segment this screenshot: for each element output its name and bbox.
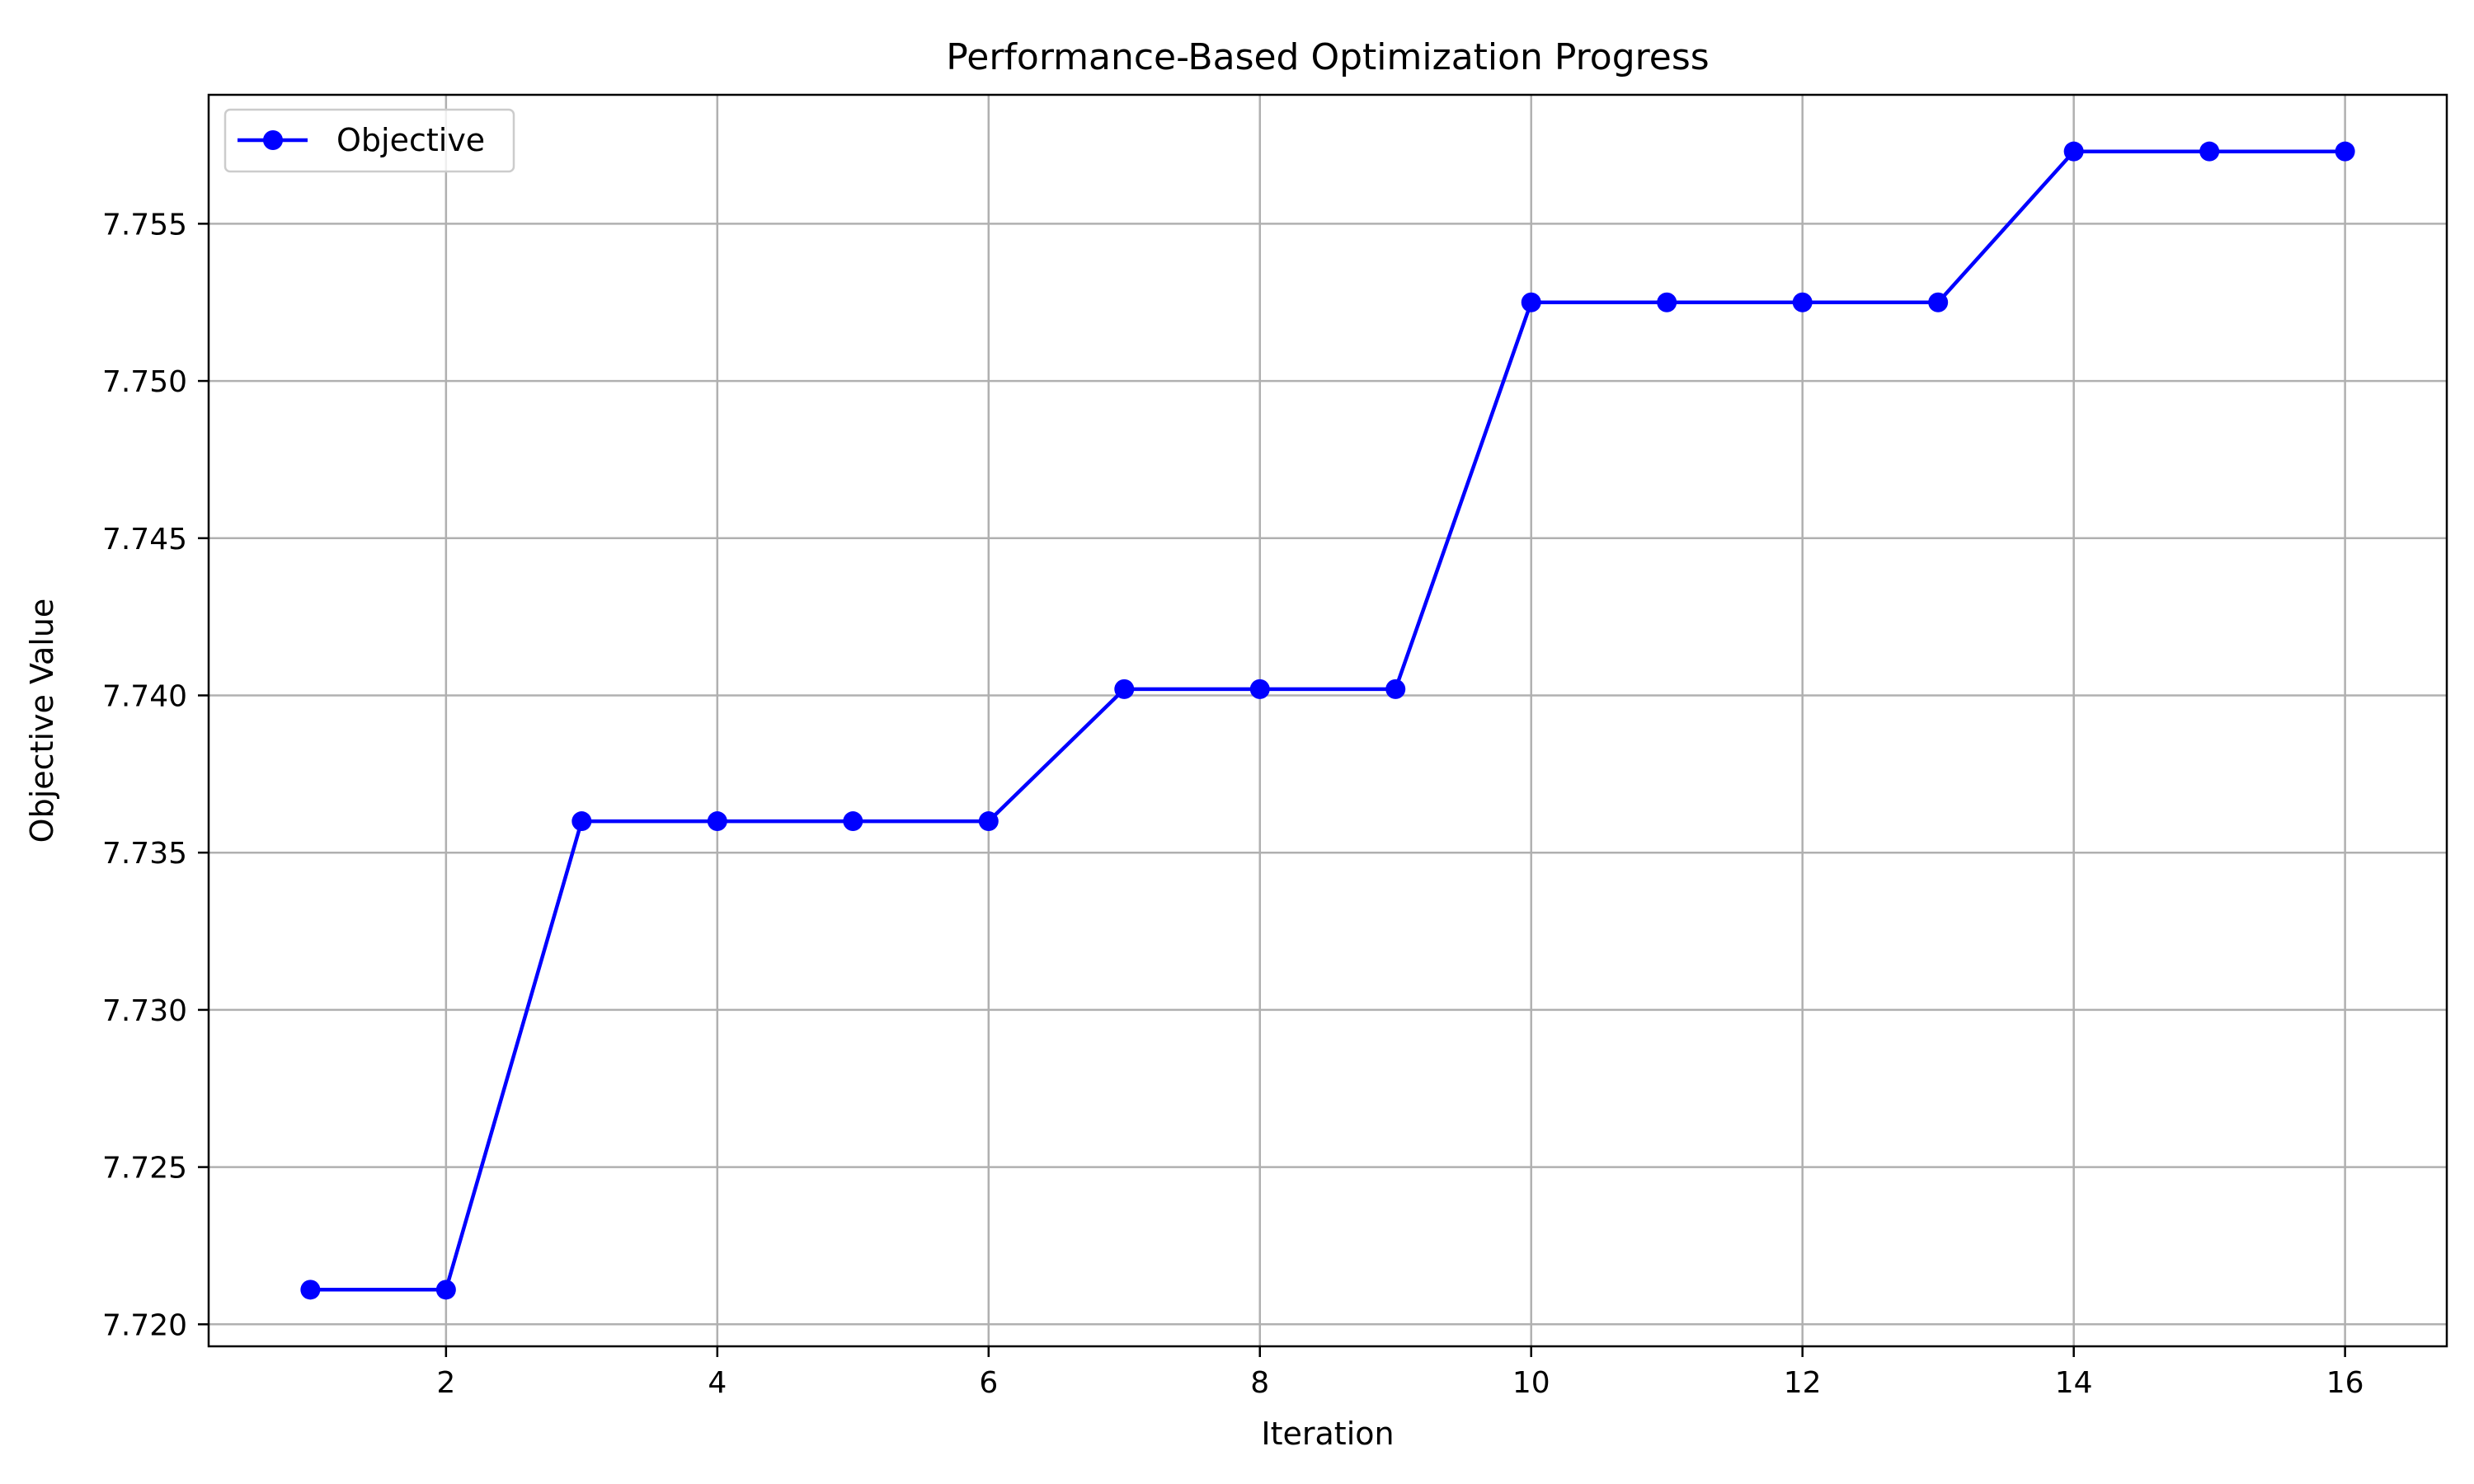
- data-point: [1385, 679, 1406, 699]
- y-tick-label: 7.725: [102, 1152, 187, 1186]
- series-line-objective: [310, 149, 2345, 1292]
- y-tick-label: 7.750: [102, 365, 187, 399]
- data-point: [1249, 679, 1270, 699]
- data-point: [2063, 141, 2084, 162]
- x-tick-label: 8: [1250, 1366, 1269, 1400]
- x-tick-label: 16: [2326, 1366, 2364, 1400]
- y-tick-label: 7.745: [102, 523, 187, 556]
- x-tick-label: 4: [708, 1366, 727, 1400]
- series-layer: [300, 141, 2355, 1300]
- plot-area-frame: [207, 93, 2448, 1348]
- data-point: [2199, 141, 2220, 162]
- legend: Objective: [223, 108, 515, 173]
- data-point: [1792, 292, 1813, 312]
- legend-entry-objective: Objective: [336, 122, 485, 158]
- y-tick-label: 7.755: [102, 208, 187, 242]
- data-point: [1114, 679, 1135, 699]
- data-point: [707, 811, 727, 832]
- x-tick-label: 12: [1784, 1366, 1822, 1400]
- data-point: [571, 811, 592, 832]
- data-point: [300, 1280, 321, 1300]
- data-point: [1928, 292, 1949, 312]
- axis-ticks: 2 4 6 8 10 12 14 16 7.720 7.725 7.730 7.735 7.740 7.7…: [102, 208, 2364, 1400]
- data-point: [978, 811, 999, 832]
- y-tick-label: 7.720: [102, 1308, 187, 1342]
- y-axis-label: Objective Value: [24, 599, 60, 843]
- y-tick-label: 7.740: [102, 679, 187, 713]
- data-point: [843, 811, 863, 832]
- data-point: [1521, 292, 1541, 312]
- x-axis-label: Iteration: [1261, 1416, 1394, 1452]
- grid: [209, 95, 2447, 1346]
- data-point: [2335, 141, 2355, 162]
- chart-title: Performance-Based Optimization Progress: [946, 36, 1709, 78]
- x-tick-label: 14: [2055, 1366, 2093, 1400]
- legend-circle-marker: [263, 130, 283, 150]
- data-point: [1657, 292, 1677, 312]
- data-point: [435, 1280, 456, 1300]
- y-tick-label: 7.735: [102, 837, 187, 871]
- x-tick-label: 10: [1512, 1366, 1550, 1400]
- x-tick-label: 2: [436, 1366, 455, 1400]
- y-tick-label: 7.730: [102, 994, 187, 1028]
- x-tick-label: 6: [979, 1366, 998, 1400]
- legend-box: [223, 108, 515, 173]
